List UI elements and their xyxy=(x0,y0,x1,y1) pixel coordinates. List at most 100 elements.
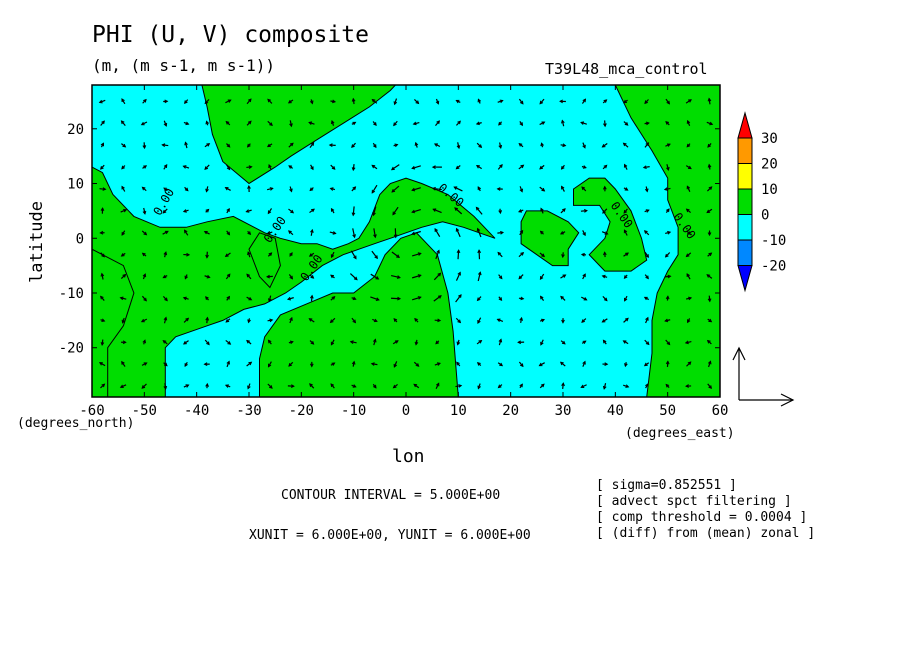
wind-vector-head xyxy=(310,142,315,146)
wind-vector-head xyxy=(225,120,230,125)
wind-vector-head xyxy=(687,231,691,235)
wind-vector-head xyxy=(332,231,337,235)
wind-vector-head xyxy=(351,97,356,102)
wind-vector-head xyxy=(539,295,544,300)
wind-vector-head xyxy=(645,142,650,147)
wind-vector-head xyxy=(182,209,187,213)
wind-vector-head xyxy=(499,362,504,367)
wind-vector-head xyxy=(603,297,608,302)
wind-vector-head xyxy=(601,143,606,148)
note-threshold: [ comp threshold = 0.0004 ] xyxy=(596,510,808,525)
wind-vector-head xyxy=(163,164,168,168)
wind-vector-head xyxy=(246,143,251,148)
wind-vector-head xyxy=(686,273,690,277)
wind-vector-head xyxy=(289,340,294,345)
wind-vector-head xyxy=(122,143,127,148)
wind-vector-head xyxy=(582,340,587,345)
wind-vector-head xyxy=(562,208,566,212)
wind-vector-head xyxy=(645,121,650,126)
wind-vector-head xyxy=(164,230,169,235)
wind-vector-head xyxy=(707,163,712,168)
wind-vector xyxy=(475,207,483,215)
wind-vector-head xyxy=(143,231,148,236)
wind-vector-head xyxy=(437,272,442,277)
note-diff: [ (diff) from (mean) zonal ] xyxy=(596,526,816,541)
wind-vector-head xyxy=(582,232,586,237)
wind-vector xyxy=(411,230,421,235)
wind-vector-head xyxy=(666,208,670,213)
x-tick-label: 10 xyxy=(450,403,467,419)
x-tick-label: -10 xyxy=(341,403,366,419)
wind-vector-head xyxy=(708,318,713,323)
wind-vector-head xyxy=(601,274,606,279)
wind-vector-head xyxy=(685,384,690,388)
wind-vector-head xyxy=(645,341,650,346)
wind-vector-head xyxy=(100,341,105,346)
wind-vector xyxy=(391,251,400,258)
wind-vector-head xyxy=(541,253,546,258)
wind-vector-head xyxy=(412,121,417,126)
wind-vector-head xyxy=(456,249,461,254)
y-tick-label: 0 xyxy=(76,231,84,247)
wind-vector xyxy=(373,228,376,238)
wind-vector-head xyxy=(665,166,670,171)
wind-vector-head xyxy=(562,274,567,278)
wind-vector-head xyxy=(458,294,462,298)
wind-vector-head xyxy=(625,384,630,388)
wind-vector xyxy=(411,209,421,213)
wind-vector-head xyxy=(517,340,522,345)
wind-vector-head xyxy=(432,208,437,212)
wind-vector-head xyxy=(185,384,190,388)
wind-vector-head xyxy=(706,339,711,344)
wind-vector-head xyxy=(269,318,274,323)
wind-vector-head xyxy=(310,166,314,171)
wind-vector-head xyxy=(269,187,274,191)
wind-vector-head xyxy=(436,120,441,125)
wind-vector-head xyxy=(330,254,335,259)
wind-vector-head xyxy=(623,99,628,104)
wind-vector-head xyxy=(498,121,502,126)
wind-vector-head xyxy=(143,98,147,103)
wind-vector-head xyxy=(453,186,458,190)
wind-vector-head xyxy=(204,100,209,105)
wind-vector-head xyxy=(393,101,398,106)
wind-vector-head xyxy=(289,275,293,280)
y-axis-units: (degrees_north) xyxy=(17,416,135,431)
wind-vector-head xyxy=(268,385,273,389)
wind-vector-head xyxy=(457,120,461,125)
wind-vector-head xyxy=(310,228,314,233)
wind-vector-head xyxy=(666,100,670,105)
wind-vector-head xyxy=(518,209,523,213)
wind-vector-head xyxy=(328,143,333,148)
wind-vector xyxy=(371,184,378,194)
x-tick-label: -30 xyxy=(236,403,261,419)
wind-vector-head xyxy=(164,99,169,104)
wind-vector-head xyxy=(624,317,629,322)
colorbar-swatch xyxy=(737,163,753,190)
wind-vector-head xyxy=(393,234,398,239)
wind-vector xyxy=(411,187,421,191)
wind-vector-head xyxy=(686,185,691,190)
wind-vector-head xyxy=(520,251,525,256)
wind-vector-head xyxy=(642,165,647,170)
wind-vector-head xyxy=(123,208,128,213)
colorbar-label: -20 xyxy=(761,259,786,275)
wind-vector-head xyxy=(370,362,375,366)
wind-vector-head xyxy=(417,296,422,300)
wind-vector-head xyxy=(205,188,209,193)
wind-vector-head xyxy=(519,363,524,368)
wind-vector-head xyxy=(477,98,482,103)
wind-vector-head xyxy=(163,251,168,256)
wind-vector-head xyxy=(561,382,565,387)
wind-vector-head xyxy=(371,164,376,169)
colorbar-label: 10 xyxy=(761,182,778,198)
wind-vector-head xyxy=(417,274,422,278)
wind-vector-head xyxy=(396,275,401,279)
wind-vector-head xyxy=(500,230,505,235)
wind-vector-head xyxy=(331,362,336,366)
wind-vector-head xyxy=(602,209,606,214)
wind-vector-head xyxy=(477,385,481,390)
wind-vector xyxy=(455,228,461,238)
wind-vector-head xyxy=(287,99,292,104)
wind-vector-head xyxy=(436,362,441,366)
